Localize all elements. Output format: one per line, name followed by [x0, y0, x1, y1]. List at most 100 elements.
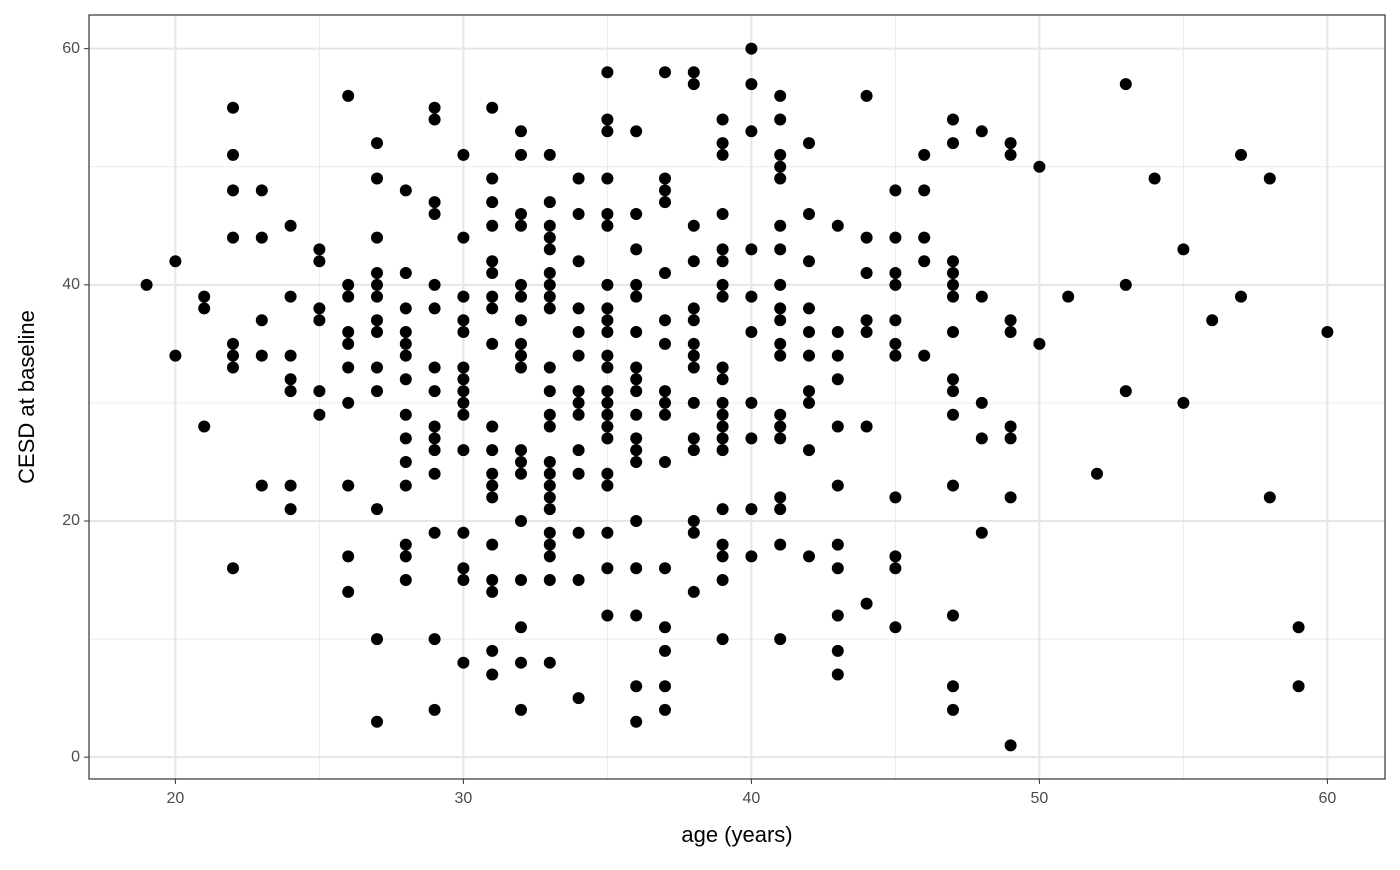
point: [601, 562, 614, 575]
point: [486, 585, 499, 598]
point: [716, 408, 729, 421]
point: [630, 361, 643, 374]
point: [774, 219, 787, 232]
point: [831, 668, 844, 681]
point: [1263, 491, 1276, 504]
point: [831, 479, 844, 492]
point: [543, 148, 556, 161]
point: [284, 373, 297, 386]
point: [889, 278, 902, 291]
point: [457, 656, 470, 669]
point: [342, 479, 355, 492]
point: [371, 290, 383, 303]
point: [515, 290, 527, 303]
x-axis-label: age (years): [681, 822, 792, 847]
point: [630, 243, 643, 256]
point: [1235, 290, 1247, 303]
point: [601, 113, 614, 126]
point: [947, 278, 959, 291]
point: [1004, 432, 1017, 445]
point: [515, 148, 527, 161]
point: [457, 148, 470, 161]
point: [831, 609, 844, 622]
point: [399, 184, 412, 197]
point: [687, 396, 700, 409]
point: [687, 585, 700, 598]
point: [601, 408, 614, 421]
point: [515, 574, 527, 587]
point: [486, 479, 499, 492]
point: [774, 349, 787, 362]
point: [601, 302, 614, 315]
point: [687, 66, 700, 79]
point: [601, 219, 614, 232]
point: [284, 349, 297, 362]
point: [1263, 172, 1276, 185]
point: [659, 385, 671, 398]
point: [630, 444, 643, 457]
point: [745, 396, 758, 409]
point: [630, 609, 643, 622]
point: [659, 337, 671, 350]
point: [1004, 326, 1017, 339]
point: [255, 184, 268, 197]
point: [342, 396, 355, 409]
point: [515, 361, 527, 374]
point: [572, 207, 585, 220]
point: [1148, 172, 1161, 185]
x-tick-label: 50: [1031, 790, 1049, 807]
point: [457, 314, 470, 327]
point: [572, 385, 585, 398]
point: [399, 337, 412, 350]
point: [601, 172, 614, 185]
point: [457, 562, 470, 575]
x-tick-label: 60: [1319, 790, 1337, 807]
point: [486, 219, 499, 232]
y-tick-label: 0: [71, 748, 80, 765]
x-tick-label: 20: [167, 790, 185, 807]
point: [947, 479, 959, 492]
point: [486, 538, 499, 551]
point: [399, 373, 412, 386]
point: [745, 290, 758, 303]
point: [457, 385, 470, 398]
point: [342, 326, 355, 339]
point: [543, 574, 556, 587]
x-tick-label: 30: [455, 790, 473, 807]
point: [342, 361, 355, 374]
point: [1206, 314, 1219, 327]
point: [428, 113, 441, 126]
point: [543, 538, 556, 551]
point: [975, 290, 988, 303]
point: [255, 231, 268, 244]
point: [774, 302, 787, 315]
point: [947, 609, 959, 622]
point: [659, 184, 671, 197]
point: [601, 526, 614, 539]
point: [399, 432, 412, 445]
point: [716, 396, 729, 409]
point: [399, 267, 412, 280]
point: [918, 255, 931, 268]
y-tick-label: 40: [62, 276, 80, 293]
point: [515, 621, 527, 634]
y-tick-label: 60: [62, 40, 80, 57]
point: [543, 550, 556, 563]
point: [716, 373, 729, 386]
point: [515, 444, 527, 457]
grid: [89, 15, 1385, 779]
point: [889, 491, 902, 504]
point: [716, 503, 729, 516]
point: [543, 361, 556, 374]
point: [687, 255, 700, 268]
point: [774, 113, 787, 126]
point: [428, 703, 441, 716]
point: [284, 479, 297, 492]
point: [543, 656, 556, 669]
point: [515, 207, 527, 220]
point: [515, 703, 527, 716]
point: [543, 231, 556, 244]
point: [543, 503, 556, 516]
point: [371, 385, 383, 398]
